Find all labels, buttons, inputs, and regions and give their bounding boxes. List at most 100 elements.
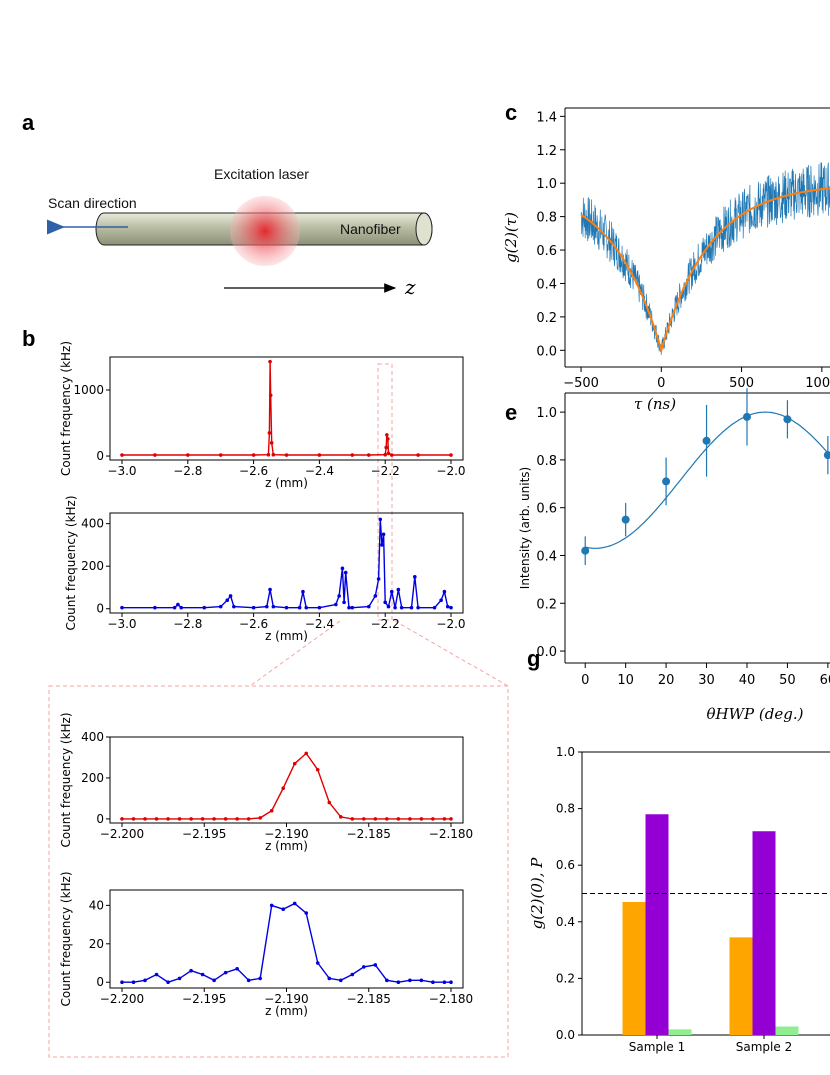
b4-data-point xyxy=(131,980,136,985)
scan-direction-label: Scan direction xyxy=(48,195,137,211)
b3-data-point xyxy=(419,817,424,821)
b1-data-point xyxy=(268,359,272,364)
b3-data-point xyxy=(235,817,239,821)
b2-data-point xyxy=(297,605,302,610)
b4-data-point xyxy=(408,978,412,983)
chart-b2-blue-scan: −3.0 −2.8 −2.6 −2.4 −2.2 −2.0 0 200 400 z (mm) Cou… xyxy=(64,495,466,643)
b3-data-point xyxy=(338,815,343,819)
b2-data-point xyxy=(251,605,256,610)
b4-data-point xyxy=(431,980,435,985)
b3-data-point xyxy=(431,817,435,821)
b1-data-point xyxy=(266,452,271,457)
b2-data-point xyxy=(343,570,348,575)
b4-series-line xyxy=(122,902,451,983)
b2-data-point xyxy=(350,605,355,610)
b4-xtick-label: −2.195 xyxy=(182,992,226,1006)
b4-data-point xyxy=(442,980,447,985)
b3-series-line xyxy=(122,752,451,820)
b4-data-point xyxy=(120,980,124,985)
b1-xtick-label: −2.0 xyxy=(436,464,465,478)
b1-data-point xyxy=(218,453,223,457)
g-ytick-label: 1.0 xyxy=(556,745,575,759)
g-ytick-label: 0.8 xyxy=(556,802,575,816)
b2-data-point xyxy=(304,605,309,610)
b2-data-point xyxy=(389,589,394,594)
b1-ytick-label: 0 xyxy=(96,449,104,463)
b4-xtick-label: −2.185 xyxy=(347,992,391,1006)
b1-data-point xyxy=(385,433,389,437)
c-xtick-label: 1000 xyxy=(805,376,830,391)
b2-data-point xyxy=(409,605,414,610)
b2-data-point xyxy=(232,604,236,609)
b2-data-point xyxy=(416,605,420,610)
panel-label-e: e xyxy=(505,400,517,425)
b1-data-point xyxy=(350,453,355,457)
b4-data-point xyxy=(246,978,251,983)
c-ytick-label: 0.6 xyxy=(536,244,557,259)
b3-data-point xyxy=(442,817,447,821)
b1-data-point xyxy=(449,453,453,457)
c-xlabel: τ (ns) xyxy=(634,395,676,413)
b3-data-point xyxy=(281,786,286,790)
b2-data-point xyxy=(342,600,346,605)
b3-ytick-label: 200 xyxy=(81,771,104,785)
e-xtick-label: 30 xyxy=(698,673,715,688)
b2-ytick-label: 200 xyxy=(81,559,104,573)
b1-data-point xyxy=(366,453,371,457)
b3-data-point xyxy=(200,817,205,821)
chart-g-bars: 0.0 0.2 0.4 0.6 0.8 1.0 g(2)(0), P Sample 1 Samp… xyxy=(528,745,830,1054)
zoom-line-right xyxy=(394,620,509,687)
b1-xlabel: z (mm) xyxy=(265,476,308,490)
b2-data-point xyxy=(442,589,447,594)
chart-c-g2: −500 0 500 1000 0.0 0.2 0.4 0.6 0.8 1.0 1.2 1.4 τ (n… xyxy=(502,107,830,413)
b2-xtick-label: −2.4 xyxy=(305,617,334,631)
b4-data-point xyxy=(396,980,401,985)
b3-data-point xyxy=(166,817,170,821)
g-ytick-label: 0.4 xyxy=(556,915,575,929)
chart-b3-red-zoom: −2.200 −2.195 −2.190 −2.185 −2.180 0 200 400 z (… xyxy=(59,712,473,853)
b2-xtick-label: −2.2 xyxy=(371,617,400,631)
e-data-point xyxy=(581,546,590,555)
b2-data-point xyxy=(378,517,383,522)
b2-data-point xyxy=(381,532,386,537)
b3-data-point xyxy=(327,800,332,805)
b4-data-point xyxy=(292,901,297,906)
e-data-point xyxy=(662,477,671,486)
b3-data-point xyxy=(385,817,389,821)
b2-data-point xyxy=(218,604,223,609)
b2-data-point xyxy=(432,605,437,610)
b4-data-point xyxy=(223,970,228,975)
b2-data-point xyxy=(202,605,207,610)
b3-ylabel: Count frequency (kHz) xyxy=(59,712,73,847)
g-bar-s1 xyxy=(622,901,646,1035)
b2-data-point xyxy=(268,587,272,592)
b2-data-point xyxy=(334,602,338,607)
e-data-point xyxy=(742,412,751,421)
b3-data-point xyxy=(315,767,320,772)
b3-data-point xyxy=(131,817,136,821)
zoom-line-left xyxy=(249,620,341,687)
b2-xtick-label: −3.0 xyxy=(107,617,136,631)
b3-data-point xyxy=(143,817,147,821)
b1-data-point xyxy=(386,437,390,441)
b1-data-point xyxy=(383,452,388,457)
b2-data-point xyxy=(317,605,322,610)
b3-data-point xyxy=(350,817,355,821)
b3-ytick-label: 0 xyxy=(96,812,104,826)
b2-data-point xyxy=(366,604,371,609)
b2-plot-frame xyxy=(109,512,464,614)
b3-data-point xyxy=(396,817,401,821)
b2-data-point xyxy=(373,594,378,598)
b3-xtick-label: −2.180 xyxy=(429,827,473,841)
b1-data-point xyxy=(317,453,322,457)
c-ytick-label: 1.2 xyxy=(536,144,557,159)
b2-data-point xyxy=(396,587,401,592)
b2-xlabel: z (mm) xyxy=(265,629,308,643)
b1-xtick-label: −2.8 xyxy=(173,464,202,478)
b3-xlabel: z (mm) xyxy=(265,839,308,853)
c-data-trace xyxy=(580,162,830,355)
e-xtick-label: 50 xyxy=(779,673,796,688)
b3-xtick-label: −2.195 xyxy=(182,827,226,841)
g-ytick-label: 0.0 xyxy=(556,1028,575,1042)
g-category-label: Sample 1 xyxy=(629,1040,685,1054)
